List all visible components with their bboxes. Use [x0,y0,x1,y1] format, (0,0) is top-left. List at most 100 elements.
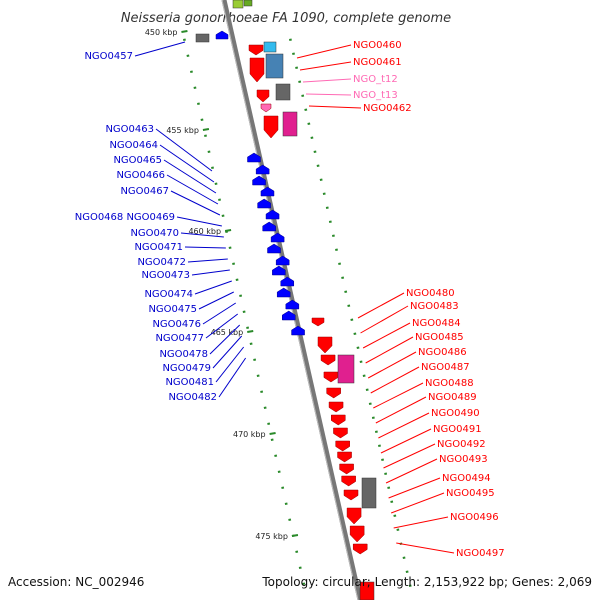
gene-forward-arrow [337,451,352,463]
inner-tick-track-mark [274,454,278,457]
label-right-top-gene-leader [299,61,352,71]
label-left-gene: NGO0475 [148,304,197,315]
inner-tick-track-mark [253,358,257,361]
outer-tick-track-mark [402,556,406,559]
label-right-bottom-gene: NGO0495 [446,488,495,499]
gene-forward-arrow [335,440,350,452]
outer-tick-track-mark [371,416,375,419]
label-right-bottom-gene: NGO0489 [428,392,477,403]
gene-forward-arrow [323,371,339,383]
label-left-gene: NGO0466 [116,170,165,181]
label-right-bottom-gene: NGO0493 [439,454,488,465]
inner-tick-track-mark [193,86,197,89]
outer-tick-track-mark [292,52,295,55]
label-right-bottom-gene-leader [373,382,424,409]
inner-tick-track-mark [186,54,190,57]
label-left-gene: NGO0463 [105,124,154,135]
gene-reverse-arrow [282,310,296,321]
gene-ngo-t12-arrow [260,103,272,113]
label-right-bottom-gene: NGO0483 [410,301,459,312]
label-right-bottom-gene-leader [393,516,449,529]
label-left-gene-leader [176,216,222,227]
label-left-gene: NGO0470 [130,228,179,239]
inner-tick-track-mark [263,406,267,409]
gene-reverse-arrow [265,209,280,220]
label-right-bottom-gene-leader [362,322,411,349]
feature-box-gray-left [195,33,210,43]
gene-forward-arrow [339,463,354,475]
outer-tick-track-mark [393,514,397,517]
inner-tick-track-mark [284,502,288,505]
inner-tick-track-mark [298,566,302,569]
outer-tick-track-mark [408,584,412,587]
label-left-gene: NGO0457 [84,51,133,62]
gene-forward-arrow [341,475,356,487]
label-left-gene-leader [215,346,245,383]
label-right-top-gene-leader [308,105,362,109]
outer-tick-track-mark [356,346,360,349]
label-right-bottom-gene-leader [380,428,432,454]
outer-tick-track-mark [374,430,378,433]
inner-tick-track-mark [207,150,211,153]
gene-trna-arrow [256,89,270,103]
label-left-gene: NGO0481 [165,377,214,388]
gene-ngo0457-arrow [215,30,229,40]
kbp-tick-label: 475 kbp [255,532,288,541]
inner-tick-track-mark [267,422,271,425]
genome-info-text: Topology: circular; Length: 2,153,922 bp… [261,575,592,589]
label-left-gene: NGO0472 [137,257,186,268]
outer-tick-track-mark [384,472,388,475]
label-right-bottom-gene: NGO0486 [418,347,467,358]
gene-ngo0480-arrow [311,317,325,327]
inner-tick-track-mark [204,134,207,137]
inner-tick-track-mark [302,582,306,585]
inner-tick-track-mark [281,486,285,489]
inner-tick-track-mark [218,198,221,201]
inner-tick-track-mark [246,326,250,329]
outer-tick-track-mark [304,108,308,111]
kbp-tick-label: 450 kbp [145,28,178,37]
label-right-top-gene-leader [302,78,352,83]
gene-reverse-arrow [272,265,286,276]
feature-box-magenta-2 [337,354,355,384]
label-left-gene: NGO0482 [168,392,217,403]
outer-tick-track-mark [325,206,329,209]
label-left-gene-leader [170,190,221,216]
inner-tick-track-mark [242,310,246,313]
label-right-bottom-gene: NGO0487 [421,362,470,373]
outer-tick-track-mark [387,486,391,489]
label-right-bottom-gene: NGO0494 [442,473,491,484]
inner-tick-track-mark [235,278,239,281]
inner-tick-track-mark [197,102,200,105]
gene-forward-arrow [331,414,346,426]
gene-forward-arrow [352,543,368,555]
label-right-top-gene: NGO_t12 [353,74,398,85]
inner-tick-track-mark [256,374,260,377]
label-right-bottom-gene: NGO0484 [412,318,461,329]
outer-tick-track-mark [319,178,323,181]
label-right-bottom-gene-leader [385,458,438,484]
feature-box-magenta [282,111,298,137]
feature-box-gray [275,83,291,101]
inner-tick-track-mark [288,518,292,521]
gene-reverse-arrow [247,152,261,163]
label-right-bottom-gene-leader [357,292,405,319]
outer-tick-track-mark [368,402,372,405]
outer-tick-track-mark [359,360,363,363]
feature-box-steelblue [265,53,284,79]
outer-tick-track-mark [316,164,320,167]
gene-forward-arrow [333,427,348,439]
inner-tick-track-mark [260,390,264,393]
feature-layer [195,0,377,601]
label-left-gene: NGO0468 NGO0469 [75,212,175,223]
label-right-bottom-gene: NGO0488 [425,378,474,389]
outer-tick-track-mark [341,276,345,279]
label-left-gene-leader [155,128,213,172]
label-left-gene: NGO0464 [109,140,158,151]
label-left-gene: NGO0465 [113,155,162,166]
outer-tick-track-mark [405,570,409,573]
label-right-bottom-gene-leader [370,366,420,394]
inner-tick-track-mark [182,38,186,41]
label-left-gene-leader [212,335,243,369]
outer-tick-track-mark [328,220,332,223]
